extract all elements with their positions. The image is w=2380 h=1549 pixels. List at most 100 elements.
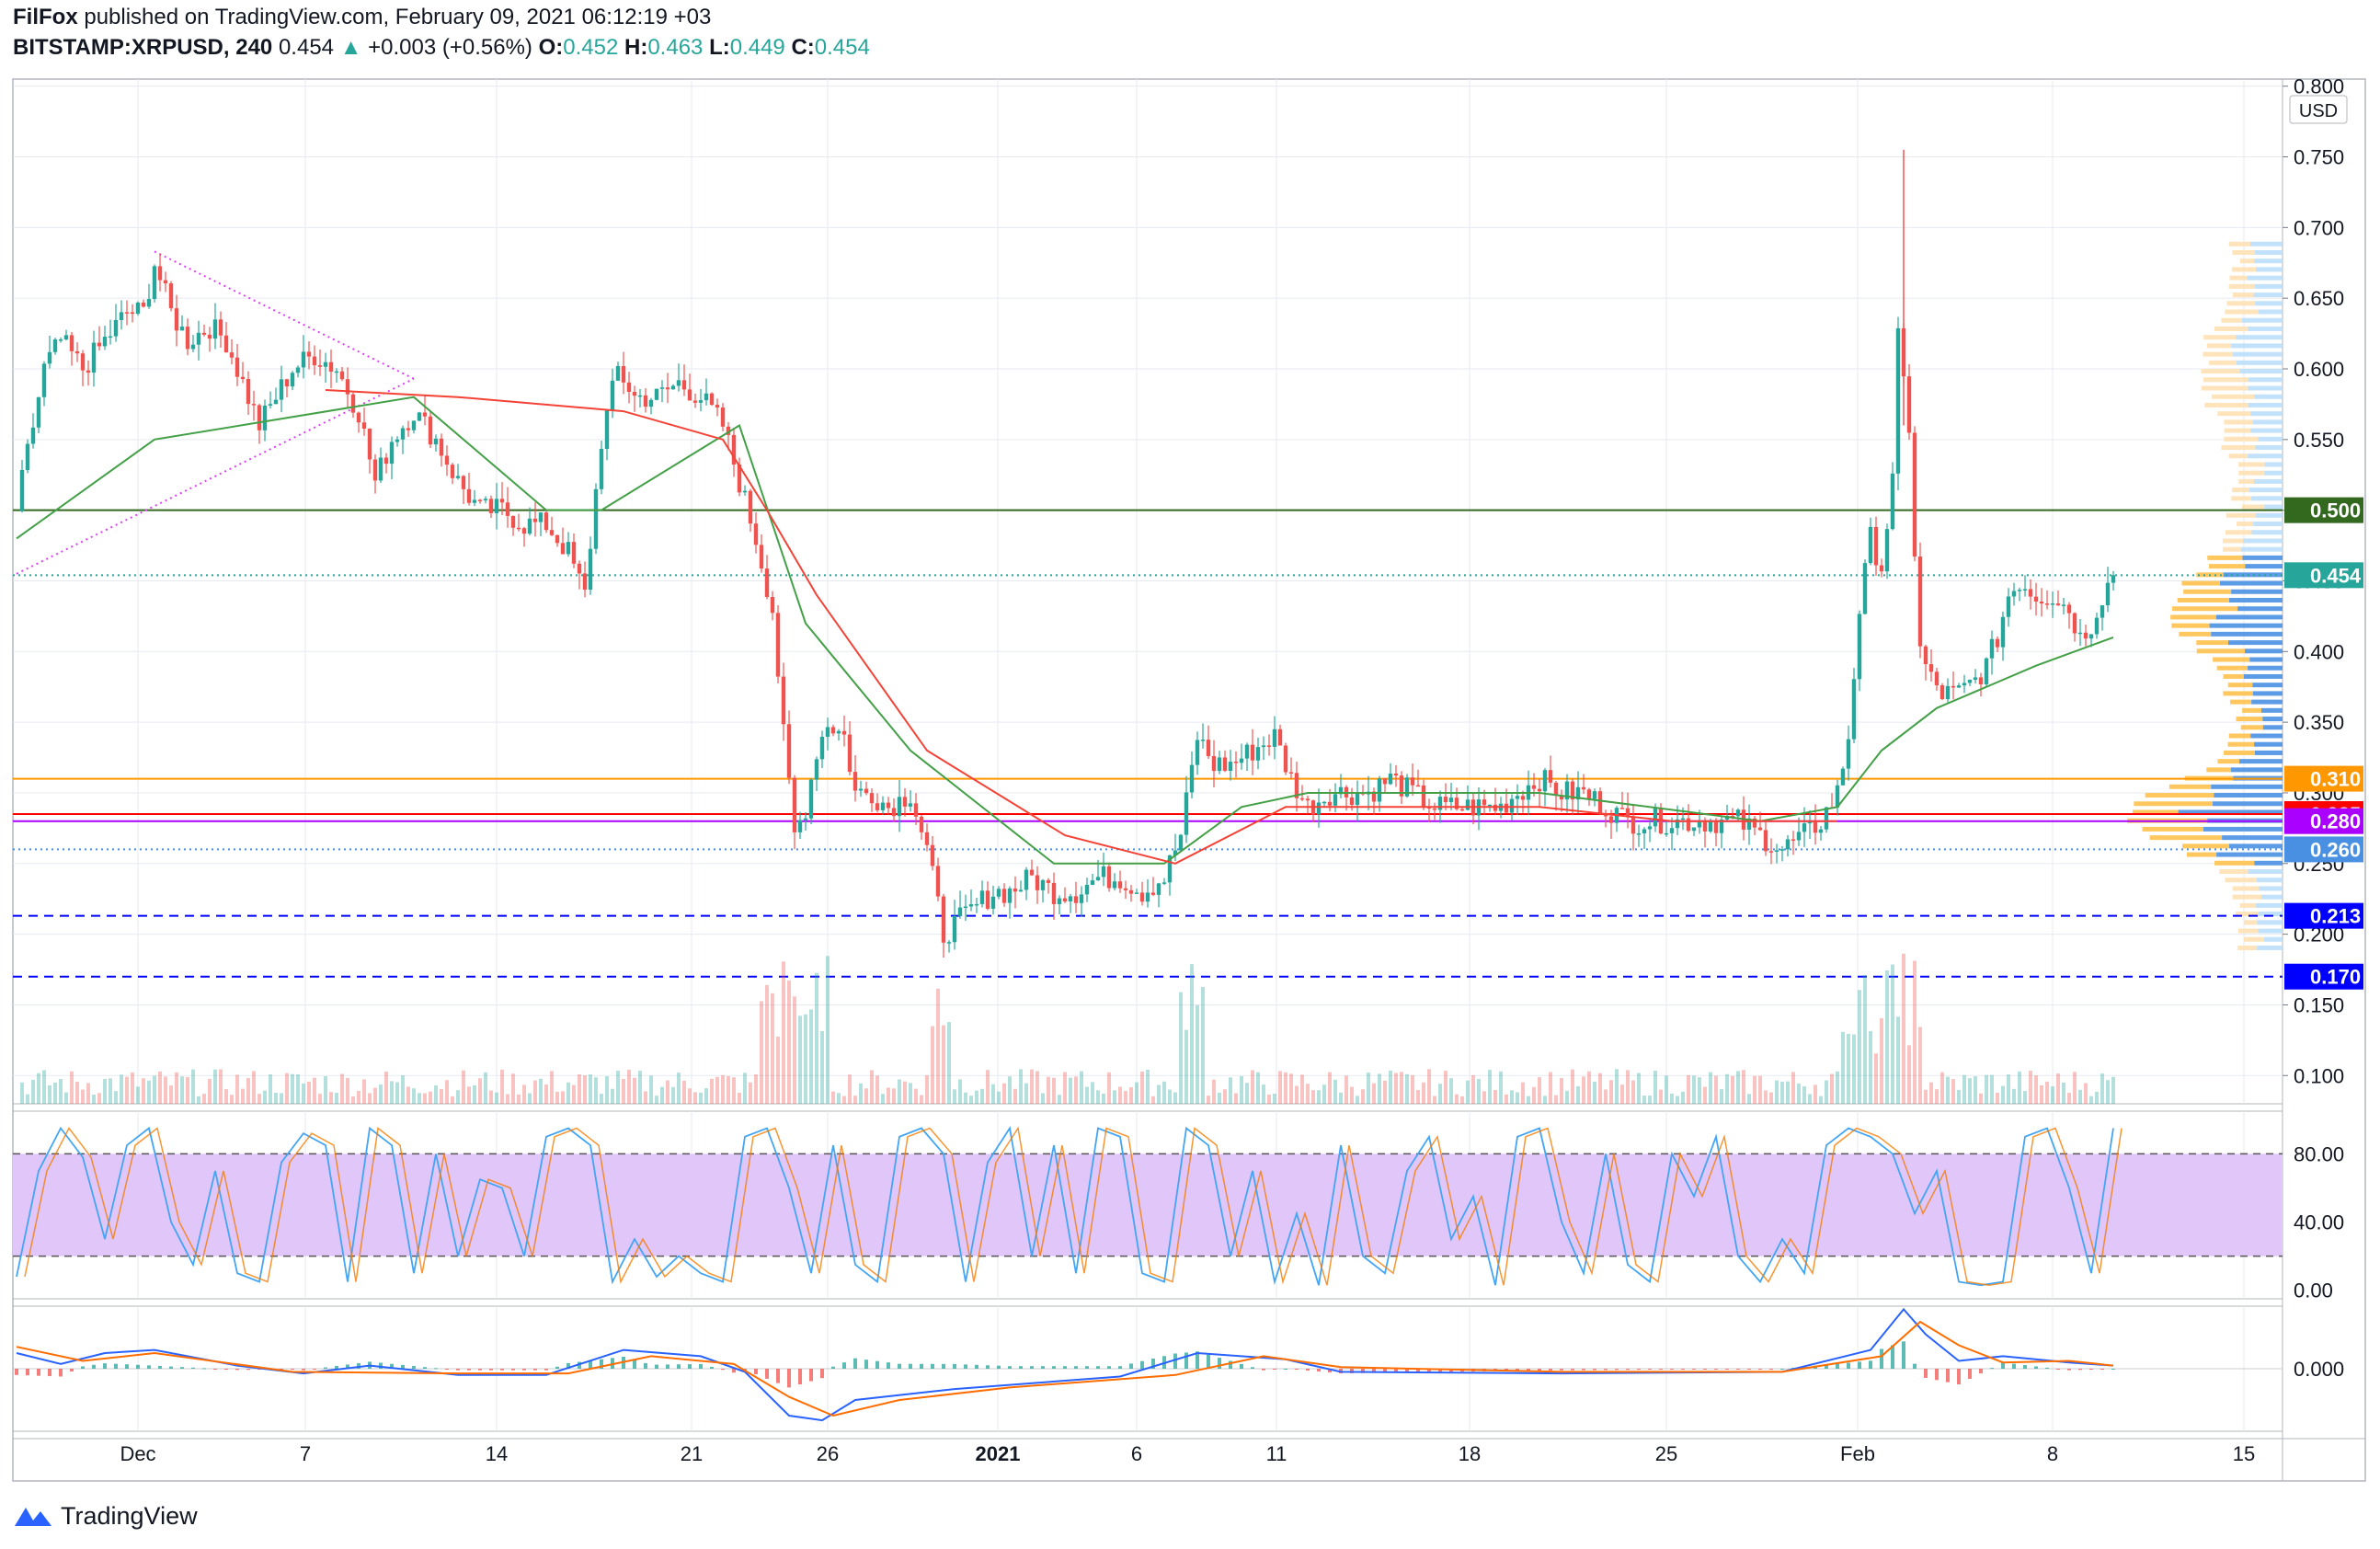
candle[interactable] bbox=[312, 345, 317, 375]
candle[interactable] bbox=[1934, 668, 1939, 691]
candle[interactable] bbox=[1586, 787, 1592, 807]
candle[interactable] bbox=[897, 780, 902, 832]
candle[interactable] bbox=[1487, 804, 1493, 812]
candle[interactable] bbox=[704, 378, 709, 406]
candle[interactable] bbox=[1355, 780, 1360, 821]
candle[interactable] bbox=[1195, 731, 1200, 775]
candle[interactable] bbox=[604, 409, 610, 461]
candle[interactable] bbox=[687, 373, 692, 401]
candle[interactable] bbox=[1294, 762, 1299, 812]
candle[interactable] bbox=[1752, 816, 1757, 836]
candle[interactable] bbox=[389, 436, 395, 480]
candle[interactable] bbox=[1945, 678, 1951, 703]
candle[interactable] bbox=[1150, 877, 1156, 897]
candle[interactable] bbox=[781, 662, 786, 741]
candle[interactable] bbox=[935, 857, 941, 901]
candle[interactable] bbox=[1713, 818, 1719, 847]
candle[interactable] bbox=[235, 343, 240, 386]
candle[interactable] bbox=[1112, 873, 1117, 891]
candle[interactable] bbox=[339, 366, 345, 382]
candle[interactable] bbox=[444, 445, 450, 476]
candle[interactable] bbox=[295, 365, 301, 378]
candle[interactable] bbox=[1035, 866, 1040, 904]
candle[interactable] bbox=[709, 392, 715, 407]
candle[interactable] bbox=[1686, 804, 1691, 832]
candle[interactable] bbox=[124, 300, 130, 326]
candle[interactable] bbox=[2077, 618, 2083, 647]
candle[interactable] bbox=[626, 372, 632, 404]
candle[interactable] bbox=[1851, 667, 1857, 744]
candle[interactable] bbox=[1001, 883, 1007, 907]
candle[interactable] bbox=[1018, 880, 1024, 892]
candle[interactable] bbox=[345, 367, 350, 408]
candle[interactable] bbox=[406, 420, 411, 437]
candle[interactable] bbox=[1233, 751, 1239, 778]
candle[interactable] bbox=[990, 885, 996, 915]
candle[interactable] bbox=[2022, 575, 2028, 597]
candle[interactable] bbox=[1448, 783, 1454, 810]
candle[interactable] bbox=[196, 320, 201, 361]
candle[interactable] bbox=[1432, 802, 1437, 820]
candle[interactable] bbox=[428, 409, 433, 449]
candle[interactable] bbox=[483, 496, 488, 504]
candle[interactable] bbox=[1305, 795, 1310, 814]
candle[interactable] bbox=[913, 793, 919, 825]
candle[interactable] bbox=[852, 755, 858, 802]
candle[interactable] bbox=[637, 388, 643, 408]
candle[interactable] bbox=[1951, 671, 1956, 700]
candle[interactable] bbox=[1895, 316, 1901, 491]
candle[interactable] bbox=[1377, 775, 1382, 812]
candle[interactable] bbox=[1796, 817, 1802, 846]
candle[interactable] bbox=[1873, 516, 1879, 576]
price-pane[interactable] bbox=[12, 78, 2283, 1105]
candle[interactable] bbox=[2011, 582, 2017, 606]
candle[interactable] bbox=[1862, 559, 1868, 615]
candle[interactable] bbox=[262, 399, 268, 442]
candle[interactable] bbox=[58, 337, 63, 343]
candle[interactable] bbox=[212, 303, 218, 350]
candle[interactable] bbox=[1768, 838, 1774, 865]
candle[interactable] bbox=[1057, 895, 1062, 915]
candle[interactable] bbox=[284, 378, 290, 397]
candle[interactable] bbox=[1636, 824, 1642, 847]
candle[interactable] bbox=[201, 324, 207, 337]
candle[interactable] bbox=[1840, 766, 1846, 786]
candle[interactable] bbox=[841, 716, 847, 747]
candle[interactable] bbox=[2055, 590, 2061, 606]
candle[interactable] bbox=[466, 472, 472, 506]
candle[interactable] bbox=[1928, 649, 1934, 682]
candle[interactable] bbox=[2061, 598, 2066, 615]
candle[interactable] bbox=[968, 889, 974, 912]
candle[interactable] bbox=[1178, 833, 1184, 852]
candle[interactable] bbox=[808, 778, 814, 825]
candle[interactable] bbox=[1338, 774, 1344, 798]
candle[interactable] bbox=[1664, 821, 1669, 837]
candle[interactable] bbox=[223, 322, 229, 353]
publisher-name[interactable]: FilFox bbox=[13, 5, 78, 29]
candle[interactable] bbox=[698, 389, 704, 412]
candle[interactable] bbox=[356, 411, 361, 433]
candle[interactable] bbox=[731, 428, 737, 477]
candle[interactable] bbox=[974, 897, 979, 913]
candle[interactable] bbox=[207, 327, 212, 352]
candle[interactable] bbox=[2066, 602, 2072, 629]
candle[interactable] bbox=[1128, 885, 1134, 902]
candle[interactable] bbox=[174, 294, 179, 347]
candle[interactable] bbox=[2094, 612, 2100, 639]
candle[interactable] bbox=[1211, 740, 1217, 787]
candle[interactable] bbox=[560, 527, 566, 555]
candle[interactable] bbox=[41, 361, 47, 407]
candle[interactable] bbox=[86, 360, 91, 386]
candle[interactable] bbox=[748, 488, 753, 533]
candle[interactable] bbox=[1261, 736, 1266, 761]
candle[interactable] bbox=[361, 407, 367, 436]
candle[interactable] bbox=[1835, 779, 1840, 816]
candle[interactable] bbox=[1592, 788, 1597, 807]
candle[interactable] bbox=[218, 311, 223, 348]
candle[interactable] bbox=[1101, 852, 1106, 887]
candle[interactable] bbox=[1857, 610, 1862, 692]
candle[interactable] bbox=[681, 364, 687, 396]
candle[interactable] bbox=[1625, 792, 1631, 829]
candle[interactable] bbox=[665, 373, 670, 404]
candle[interactable] bbox=[229, 338, 235, 365]
